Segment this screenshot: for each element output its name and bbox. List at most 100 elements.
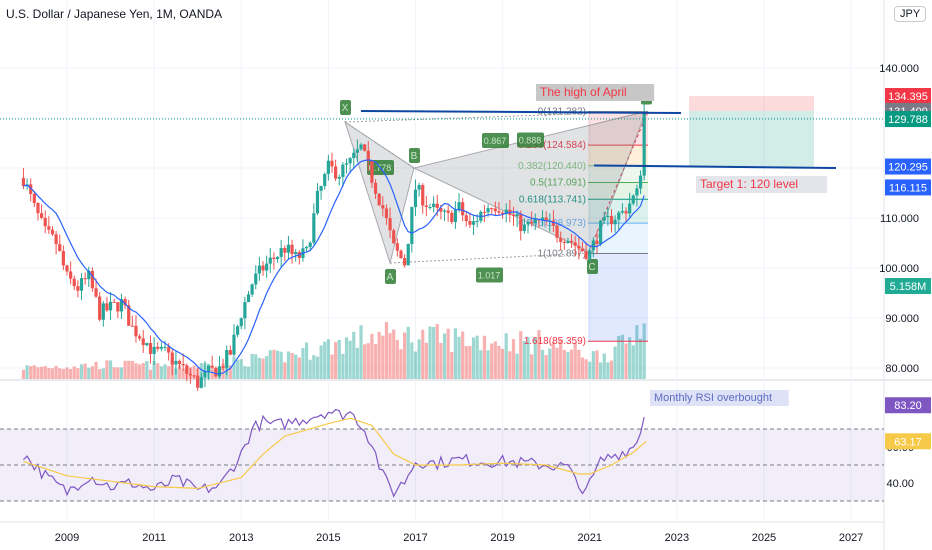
rsi-ma-line [23,417,647,490]
candle-body [417,185,421,190]
price-tick: 110.000 [880,213,919,225]
volume-bar [595,350,599,379]
pattern-point-badge [385,269,396,284]
candle-body [363,144,367,151]
volume-bar [421,329,425,379]
candle-body [555,225,559,238]
volume-bar [254,354,258,379]
volume-bar [283,362,287,379]
rsi-value-label-bg [885,433,931,450]
candle-body [221,366,225,368]
currency-badge[interactable]: JPY [894,6,927,22]
volume-bar [366,343,370,379]
volume-bar [613,346,617,379]
volume-bar [573,342,577,379]
candle-body [410,207,414,244]
candle-body [283,247,287,253]
candle-body [624,211,628,214]
candle-body [312,213,316,243]
volume-bar [638,338,643,379]
candle-body [595,240,599,245]
candle-body [177,360,182,365]
candle-body [76,286,80,291]
volume-bar [36,367,40,379]
rsi-value-label-bg [885,397,931,414]
candle-body [591,240,595,251]
candle-body [275,256,280,259]
candle-body [573,242,577,246]
volume-bar [156,363,160,379]
volume-bar [323,341,327,379]
volume-bar [504,333,508,379]
candle-body [395,243,399,251]
volume-bar [395,339,399,379]
candle-body [254,273,258,285]
rsi-value-label: 63.17 [894,436,922,448]
volume-bar [562,349,566,379]
moving-average [23,159,645,375]
volume-bar [501,348,505,379]
volume-bar [402,332,407,379]
candle-body [428,206,432,208]
candle-body [450,212,454,222]
rsi-annotation: Monthly RSI overbought [654,392,772,404]
volume-bar [232,356,236,379]
volume-bar [236,360,240,379]
candle-body [127,305,131,326]
target-annotation-bg [696,176,828,193]
candle-body [519,213,523,232]
volume-bar [65,367,69,379]
position-box[interactable] [689,96,814,167]
candle-body [635,188,639,196]
price-tick: 90.000 [885,313,919,325]
volume-bar [105,360,109,379]
candle-body [631,195,635,204]
pattern-ratio-line [389,252,593,264]
candle-body [101,303,105,320]
time-tick: 2009 [55,532,79,544]
candle-body [388,218,392,231]
volume-bar [373,344,378,379]
fib-zone [588,111,648,146]
target-line [593,164,837,169]
rsi-lines [22,408,647,498]
ma-line [23,159,645,375]
volume-bar [87,367,91,379]
volume-bar [461,331,465,379]
candle-body [290,244,294,255]
volume-bar [163,364,167,379]
candle-body [446,210,450,213]
volume-bar [32,365,36,379]
pattern-point-label: B [411,151,418,162]
volume-bar [428,326,432,379]
volume-bar [566,352,570,379]
candle-body [609,215,614,225]
volume-bar [439,343,443,379]
volume-bar [159,366,163,379]
price-label-bg [885,278,931,294]
candle-body [65,265,69,272]
volume-bar [29,366,33,379]
candle-body [617,212,621,220]
candle-body [642,112,646,176]
candle-body [206,365,211,372]
volume-bar [359,325,363,379]
volume-bar [584,359,588,379]
volume-bar [297,357,301,379]
trend-lines[interactable] [0,110,884,169]
candle-body [203,371,207,378]
volume-bar [363,344,367,379]
candle-body [174,360,178,365]
candle-body [424,205,428,208]
candle-body [112,301,116,303]
price-label-bg [885,179,931,196]
fibonacci-retracement[interactable]: 0(131.282)0.236(124.584)0.382(120.440)0.… [518,107,649,348]
candlesticks [21,102,646,391]
volume-bar [50,368,55,379]
volume-bar [435,324,439,379]
volume-bar [98,369,102,379]
volume-bar [341,353,345,379]
volume-bar [377,331,381,379]
